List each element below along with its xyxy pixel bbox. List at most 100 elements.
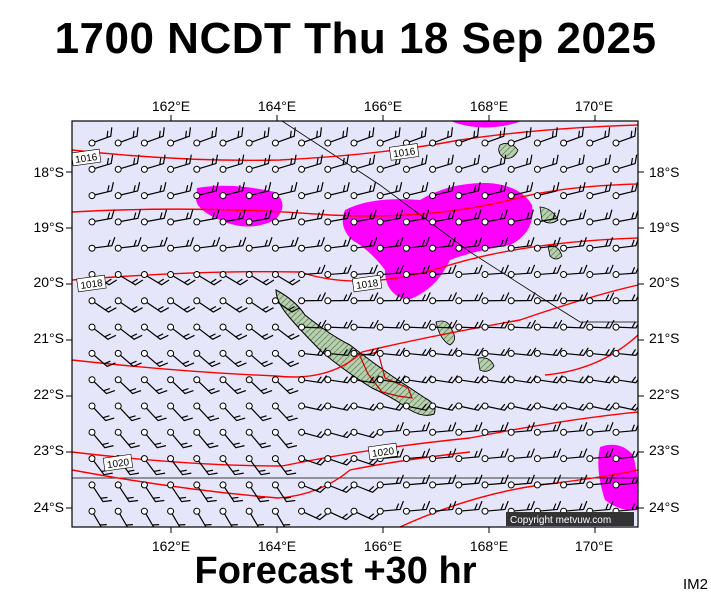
lat-label-20-right: 20°S [649,274,680,290]
wind-barb [586,154,612,173]
wind-barb [402,182,429,200]
wind-barb [481,347,511,357]
wind-barb [507,264,536,278]
wind-barb [402,422,431,436]
lat-label-21-right: 21°S [649,330,680,346]
wind-barb [507,154,533,173]
wind-barb [455,292,484,305]
wind-barb [350,319,379,331]
wind-barb [533,319,563,331]
wind-barb [402,154,428,173]
wind-barb [639,292,666,303]
wind-barb [402,237,430,252]
boundary-lines [72,121,638,479]
wind-barb [140,507,164,527]
wind-barb [114,507,138,527]
wind-barb [533,182,560,200]
wind-barb [586,292,615,305]
wind-barb [612,127,637,147]
wind-barb [533,347,563,357]
wind-barb [298,319,327,331]
wind-barb [455,500,483,515]
wind-barb [324,292,353,305]
wind-barb [507,375,537,384]
lat-labels-left: 18°S 19°S 20°S 21°S 22°S 23°S 24°S [33,164,64,515]
wind-barb [586,182,612,200]
wind-barb [167,297,196,313]
wind-barb [402,209,430,226]
wind-barb [639,422,667,435]
wind-barb [586,127,611,147]
wind-barb [88,349,116,368]
wind-barb [455,237,483,252]
wind-barb [298,292,327,305]
wind-barb [245,297,274,313]
lon-label-170-bottom: 170°E [575,538,613,554]
wind-barb [639,475,667,488]
lat-label-24-right: 24°S [649,499,680,515]
wind-barb [88,154,114,173]
wind-barb [429,448,457,463]
wind-barb [560,154,585,173]
wind-barb [376,127,401,147]
wind-barb [376,500,404,515]
wind-barb [271,127,296,147]
wind-barb [560,422,588,436]
wind-barb [219,349,247,368]
wind-barb [114,127,139,147]
wind-barb [429,237,456,252]
wind-barb [167,428,193,449]
isobar-label: 1018 [355,278,379,292]
wind-barb [140,428,167,449]
wind-barb [114,271,144,286]
lon-label-168-bottom: 168°E [470,538,508,554]
wind-barb [193,182,219,200]
wind-barb [350,264,378,278]
wind-barb [88,376,116,395]
wind-barb [245,349,273,368]
wind-barb [140,349,169,368]
wind-barb [219,237,247,252]
wind-barb [560,127,585,147]
wind-barb [219,428,245,449]
wind-barb [193,455,218,476]
isobar-label-box [389,143,420,161]
wind-barb [114,154,140,173]
wind-barb [429,182,455,200]
wind-barb [140,271,170,286]
wind-barb [245,237,273,252]
wind-barb [271,237,299,252]
wind-barb [167,455,192,476]
wind-barb [88,507,112,527]
wind-barb [350,507,380,521]
wind-barb [140,297,170,313]
wind-barb [114,209,141,226]
wind-barb [193,323,221,340]
wind-barb [245,402,272,422]
wind-barb [586,319,615,331]
wind-barb [245,271,275,286]
wind-barb [167,127,192,147]
wind-barb [140,323,169,340]
wind-barb [324,209,351,226]
wind-barb [245,455,271,476]
wind-barb [402,292,431,305]
province-boundary [359,351,413,399]
wind-barb [533,264,562,278]
lon-label-170-top: 170°E [575,98,613,114]
wind-barb [560,209,587,226]
wind-barb [350,455,380,466]
wind-barb [271,154,297,173]
wind-barb [324,127,349,147]
wind-barb [560,347,589,357]
wind-barb [167,481,191,503]
wind-barb [639,345,667,359]
wind-barb [140,481,165,503]
wind-barb [193,154,219,173]
wind-barb [88,127,113,147]
wind-barb [586,264,614,278]
wind-barb [402,448,431,463]
isobar-label-box [367,442,399,461]
isobar-label: 1016 [393,146,417,160]
wind-barb [455,127,480,147]
